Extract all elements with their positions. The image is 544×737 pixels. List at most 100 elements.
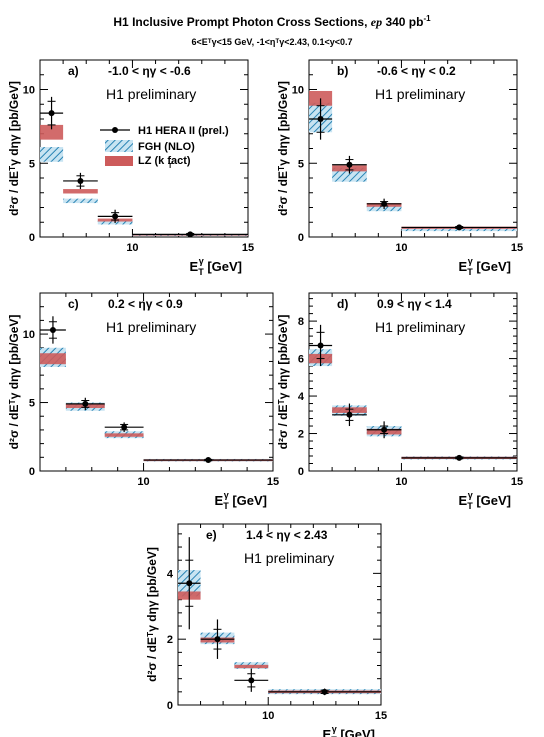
data-point — [205, 457, 212, 464]
legend: H1 HERA II (prel.) FGH (NLO) LZ (k fact)T — [100, 125, 229, 170]
data-point — [321, 688, 328, 695]
panel-e: 10 15 0 2 4 ETγ [GeV] d²σ / dEᵀγ dηγ [pb/GeV] e… — [145, 523, 387, 737]
eta-range: -1.0 < ηγ < -0.6 — [108, 64, 191, 78]
panel-c: 10 15 0 5 10 ETγ [GeV] d²σ / dEᵀγ dηγ [pb/GeV]… — [7, 292, 279, 511]
plot-frame — [177, 523, 382, 706]
plot-frame — [39, 292, 274, 472]
x-label-sub: T — [198, 267, 204, 277]
legend-lz-sub: T — [168, 163, 173, 170]
y-axis-label: d²σ / dEᵀγ dηγ [pb/GeV] — [276, 315, 290, 450]
legend-data-marker — [112, 127, 118, 133]
data-point — [381, 200, 388, 207]
data-point — [48, 110, 55, 117]
x-label-main: E — [190, 259, 199, 274]
data-point — [77, 177, 84, 184]
data-point — [121, 424, 128, 431]
figure-cuts: 6<Eᵀγ<15 GeV, -1<ηᵀγ<2.43, 0.1<y<0.7 — [191, 37, 352, 47]
fgh-band — [40, 147, 64, 162]
data-point — [49, 326, 56, 333]
x-tick-label: 10 — [395, 242, 407, 254]
x-label-unit: [GeV] — [337, 727, 375, 737]
y-tick-label: 0 — [298, 232, 304, 244]
data-point — [456, 224, 463, 231]
panel-label: d) — [337, 297, 348, 311]
x-tick-label: 15 — [242, 242, 254, 254]
fgh-band — [63, 198, 98, 204]
eta-range: -0.6 < ηγ < 0.2 — [377, 64, 456, 78]
legend-lz-swatch — [105, 156, 133, 166]
preliminary-note: H1 preliminary — [375, 319, 465, 335]
lz-band — [40, 353, 66, 365]
x-label-sup: γ — [224, 490, 229, 500]
data-point — [317, 116, 324, 122]
x-tick-label: 15 — [511, 476, 523, 488]
lz-band — [234, 664, 269, 669]
x-tick-label: 10 — [262, 710, 274, 722]
y-tick-label: 5 — [298, 158, 304, 170]
x-label-sup: γ — [332, 724, 337, 734]
x-label-main: E — [215, 493, 224, 508]
x-label-sup: γ — [199, 256, 204, 266]
x-axis-label: ETγ [GeV] — [459, 490, 511, 511]
y-tick-label: 10 — [23, 85, 35, 97]
preliminary-note: H1 preliminary — [375, 86, 465, 102]
panel-label: b) — [337, 64, 348, 78]
x-label-unit: [GeV] — [473, 493, 511, 508]
x-label-sub: T — [331, 735, 337, 737]
data-point — [187, 231, 194, 238]
lz-band — [40, 124, 64, 140]
y-tick-label: 4 — [167, 568, 174, 580]
preliminary-note: H1 preliminary — [244, 550, 334, 566]
x-tick-label: 10 — [137, 476, 149, 488]
x-label-main: E — [459, 493, 468, 508]
x-axis-label: ETγ [GeV] — [459, 256, 511, 277]
y-tick-label: 4 — [298, 391, 305, 403]
lz-band — [63, 189, 98, 194]
data-point — [214, 636, 221, 643]
panel-d: 10 15 0 2 4 6 8 ETγ [GeV] d²σ / dEᵀγ dηγ [pb/GeV… — [276, 292, 523, 511]
x-label-sup: γ — [468, 490, 473, 500]
data-point — [317, 342, 324, 349]
lz-band — [104, 433, 144, 437]
y-tick-label: 6 — [298, 354, 304, 366]
panel-label: e) — [206, 528, 217, 542]
y-tick-label: 2 — [167, 634, 173, 646]
y-tick-label: 5 — [29, 398, 35, 410]
x-label-sup: γ — [468, 256, 473, 266]
title-main: H1 Inclusive Prompt Photon Cross Section… — [113, 15, 370, 29]
x-label-unit: [GeV] — [204, 259, 242, 274]
x-label-unit: [GeV] — [473, 259, 511, 274]
x-label-main: E — [323, 727, 332, 737]
data-point — [186, 580, 193, 587]
x-tick-label: 15 — [375, 710, 387, 722]
y-axis-label: d²σ / dEᵀγ dηγ [pb/GeV] — [276, 81, 290, 216]
x-tick-label: 10 — [126, 242, 138, 254]
y-tick-label: 10 — [23, 329, 35, 341]
legend-lz-label: LZ (k fact)T — [138, 155, 191, 170]
x-axis-label: ETγ [GeV] — [215, 490, 267, 511]
preliminary-note: H1 preliminary — [106, 86, 196, 102]
data-point — [456, 454, 463, 461]
x-tick-label: 15 — [267, 476, 279, 488]
x-tick-label: 15 — [511, 242, 523, 254]
x-label-sub: T — [223, 501, 229, 511]
panel-label: a) — [68, 64, 79, 78]
x-tick-label: 10 — [395, 476, 407, 488]
y-axis-label: d²σ / dEᵀγ dηγ [pb/GeV] — [7, 81, 21, 216]
x-axis-label: ETγ [GeV] — [323, 724, 375, 737]
legend-fgh-swatch — [105, 140, 133, 152]
preliminary-note: H1 preliminary — [106, 319, 196, 335]
panel-b: 10 15 0 5 10 ETγ [GeV] d²σ / dEᵀγ dηγ [pb/GeV]… — [276, 59, 523, 277]
y-tick-label: 10 — [292, 85, 304, 97]
data-point — [346, 161, 353, 168]
x-label-sub: T — [467, 501, 473, 511]
y-tick-label: 0 — [29, 232, 35, 244]
y-tick-label: 8 — [298, 316, 304, 328]
y-axis-label: d²σ / dEᵀγ dηγ [pb/GeV] — [7, 315, 21, 450]
data-point — [381, 426, 388, 433]
title-lumi-sup: -1 — [423, 14, 431, 23]
data-point — [248, 677, 255, 684]
data-point — [112, 213, 119, 220]
